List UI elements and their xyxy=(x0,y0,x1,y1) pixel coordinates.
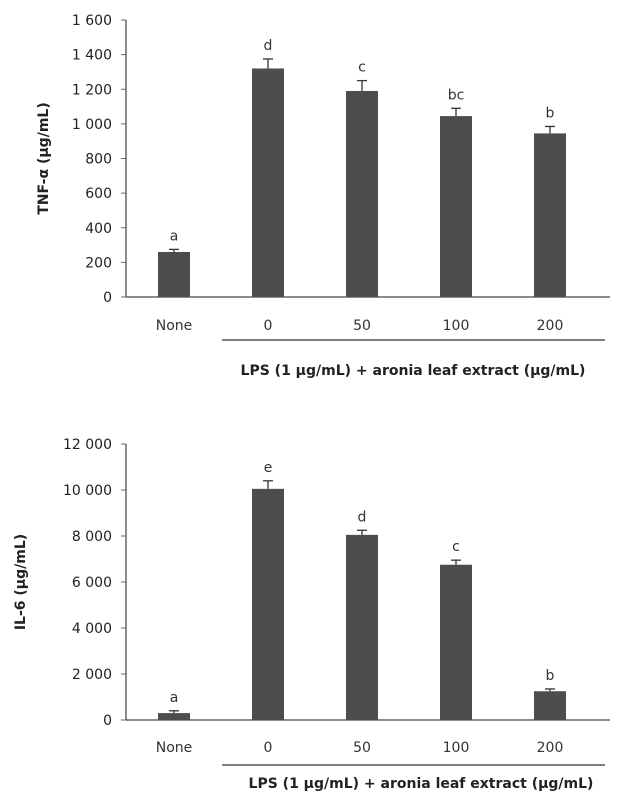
y-tick-label: 1 000 xyxy=(72,117,112,133)
significance-letter: b xyxy=(546,105,555,121)
category-label: 50 xyxy=(353,740,371,756)
significance-letter: e xyxy=(264,460,273,476)
significance-letter: a xyxy=(170,690,179,706)
y-tick-label: 600 xyxy=(85,186,112,202)
y-tick-label: 10 000 xyxy=(63,483,112,499)
category-label: 200 xyxy=(537,318,564,334)
bar xyxy=(440,564,472,720)
significance-letter: b xyxy=(546,668,555,684)
bar xyxy=(346,90,378,297)
x-axis-label: LPS (1 μg/mL) + aronia leaf extract (μg/… xyxy=(249,776,594,792)
il6-chart: IL-6 (μg/mL) 0 2 000 4 000 6 000 8 000 10 000 1… xyxy=(13,437,610,792)
tnf-alpha-chart: TNF-α (μg/mL) 0 200 400 600 800 1 000 1 200 1 40… xyxy=(36,13,610,379)
bar xyxy=(158,251,190,297)
y-axis-label: TNF-α (μg/mL) xyxy=(36,102,52,214)
bar xyxy=(534,691,566,720)
y-tick-label: 200 xyxy=(85,255,112,271)
bar xyxy=(252,68,284,297)
bar xyxy=(534,133,566,297)
y-tick-label: 1 400 xyxy=(72,48,112,64)
category-label: None xyxy=(156,318,193,334)
y-tick-label: 4 000 xyxy=(72,621,112,637)
significance-letter: c xyxy=(358,60,366,76)
y-tick-label: 400 xyxy=(85,221,112,237)
y-tick-label: 0 xyxy=(103,290,112,306)
category-label: None xyxy=(156,740,193,756)
y-tick-label: 8 000 xyxy=(72,529,112,545)
category-label: 0 xyxy=(264,740,273,756)
y-tick-label: 2 000 xyxy=(72,667,112,683)
significance-letter: d xyxy=(358,509,367,525)
significance-letter: d xyxy=(264,38,273,54)
y-tick-label: 1 200 xyxy=(72,82,112,98)
y-tick-label: 6 000 xyxy=(72,575,112,591)
bar xyxy=(252,488,284,720)
y-tick-label: 1 600 xyxy=(72,13,112,29)
significance-letter: bc xyxy=(448,87,465,103)
y-axis-label: IL-6 (μg/mL) xyxy=(13,534,29,630)
category-label: 0 xyxy=(264,318,273,334)
category-label: 50 xyxy=(353,318,371,334)
category-label: 100 xyxy=(443,318,470,334)
bar xyxy=(440,116,472,297)
bar xyxy=(158,713,190,720)
significance-letter: a xyxy=(170,228,179,244)
category-label: 100 xyxy=(443,740,470,756)
bar xyxy=(346,534,378,720)
y-tick-label: 12 000 xyxy=(63,437,112,453)
y-tick-label: 0 xyxy=(103,713,112,729)
category-label: 200 xyxy=(537,740,564,756)
significance-letter: c xyxy=(452,539,460,555)
y-tick-label: 800 xyxy=(85,152,112,168)
x-axis-label: LPS (1 μg/mL) + aronia leaf extract (μg/… xyxy=(241,363,586,379)
